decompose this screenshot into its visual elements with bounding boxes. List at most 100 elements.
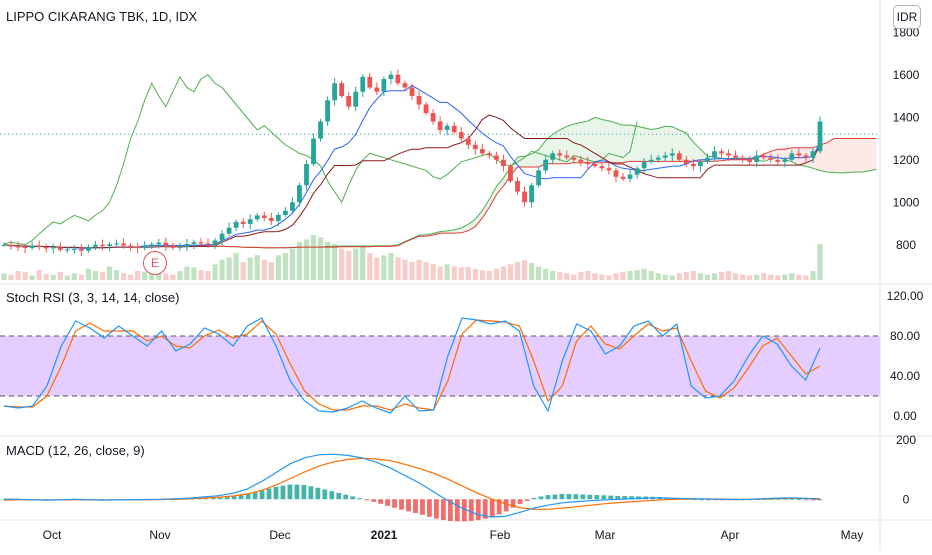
- volume-bar: [79, 275, 84, 280]
- candle-body: [508, 166, 513, 181]
- volume-bar: [93, 271, 98, 280]
- volume-bar: [515, 262, 520, 280]
- macd-histogram-bar: [490, 499, 495, 517]
- volume-bar: [438, 267, 443, 281]
- time-axis-label: 2021: [371, 528, 398, 542]
- signal-line: [4, 458, 820, 509]
- macd-histogram-bar: [608, 496, 613, 500]
- candle-body: [325, 100, 330, 121]
- base-line: [4, 115, 820, 248]
- macd-histogram-bar: [218, 498, 223, 500]
- candle-body: [684, 160, 689, 164]
- volume-bar: [72, 273, 77, 280]
- volume-bar: [184, 267, 189, 281]
- volume-bar: [543, 269, 548, 280]
- volume-bar: [227, 258, 232, 281]
- candle-body: [473, 145, 478, 149]
- volume-bar: [353, 249, 358, 281]
- macd-histogram-bar: [525, 499, 530, 501]
- macd-histogram-bar: [469, 499, 474, 521]
- macd-histogram-bar: [315, 488, 320, 499]
- macd-histogram-bar: [301, 485, 306, 499]
- macd-histogram-bar: [350, 496, 355, 499]
- volume-bar: [466, 267, 471, 281]
- macd-histogram-bar: [378, 499, 383, 504]
- volume-bar: [529, 263, 534, 280]
- volume-bar: [395, 258, 400, 281]
- volume-bar: [803, 276, 808, 281]
- candle-body: [628, 175, 633, 179]
- candle-body: [550, 153, 555, 159]
- candle-body: [635, 168, 640, 174]
- candle-body: [79, 249, 84, 251]
- candle-body: [571, 158, 576, 160]
- candle-body: [2, 245, 7, 246]
- volume-bar: [339, 249, 344, 281]
- volume-bar: [170, 275, 175, 280]
- price-pane-title: LIPPO CIKARANG TBK, 1D, IDX: [6, 9, 197, 24]
- macd-histogram-bar: [594, 495, 599, 499]
- stoch-tick-label: 40.00: [890, 369, 920, 383]
- candle-body: [234, 222, 239, 228]
- macd-histogram-bar: [427, 499, 432, 517]
- candle-body: [424, 105, 429, 114]
- conversion-line: [4, 85, 820, 248]
- candle-body: [107, 244, 112, 246]
- volume-bar: [789, 273, 794, 280]
- candle-body: [142, 246, 147, 248]
- time-axis-label: May: [841, 528, 864, 542]
- candle-body: [536, 170, 541, 185]
- candle-body: [360, 77, 365, 92]
- volume-bar: [817, 244, 822, 280]
- candle-body: [747, 160, 752, 162]
- volume-bar: [262, 260, 267, 280]
- candle-body: [241, 222, 246, 224]
- candle-body: [262, 215, 267, 218]
- volume-bar: [163, 273, 168, 280]
- macd-histogram-bar: [804, 499, 809, 500]
- macd-histogram-bar: [329, 491, 334, 499]
- volume-bar: [656, 273, 661, 280]
- candle-body: [37, 246, 42, 247]
- volume-bar: [775, 276, 780, 281]
- volume-bar: [585, 271, 590, 280]
- candle-body: [501, 160, 506, 166]
- volume-bar: [241, 262, 246, 280]
- macd-histogram-bar: [420, 499, 425, 514]
- candle-body: [304, 164, 309, 185]
- macd-histogram-bar: [288, 484, 293, 499]
- candle-body: [740, 158, 745, 160]
- macd-histogram-bar: [392, 499, 397, 507]
- candle-body: [381, 79, 386, 92]
- volume-bar: [627, 271, 632, 280]
- ichimoku-cloud: [827, 139, 834, 173]
- earnings-icon[interactable]: E: [143, 251, 167, 275]
- candle-body: [754, 156, 759, 162]
- macd-histogram-bar: [587, 495, 592, 499]
- candle-body: [388, 75, 393, 79]
- volume-bar: [712, 273, 717, 280]
- candle-body: [818, 122, 823, 152]
- candle-body: [170, 245, 175, 248]
- volume-bar: [30, 276, 35, 281]
- candle-body: [65, 249, 70, 250]
- volume-bar: [58, 272, 63, 280]
- volume-bar: [360, 246, 365, 280]
- candle-body: [135, 247, 140, 248]
- currency-badge[interactable]: IDR: [893, 5, 921, 29]
- ichimoku-cloud: [637, 126, 644, 161]
- volume-bar: [663, 275, 668, 280]
- volume-bar: [557, 272, 562, 280]
- macd-histogram-bar: [539, 497, 544, 500]
- candle-body: [768, 158, 773, 160]
- volume-bar: [177, 271, 182, 280]
- volume-bar: [754, 275, 759, 280]
- volume-bar: [473, 269, 478, 280]
- candle-body: [128, 246, 133, 247]
- volume-bar: [100, 272, 105, 280]
- macd-histogram-bar: [413, 499, 418, 513]
- candle-body: [649, 160, 654, 162]
- macd-histogram-bar: [239, 495, 244, 499]
